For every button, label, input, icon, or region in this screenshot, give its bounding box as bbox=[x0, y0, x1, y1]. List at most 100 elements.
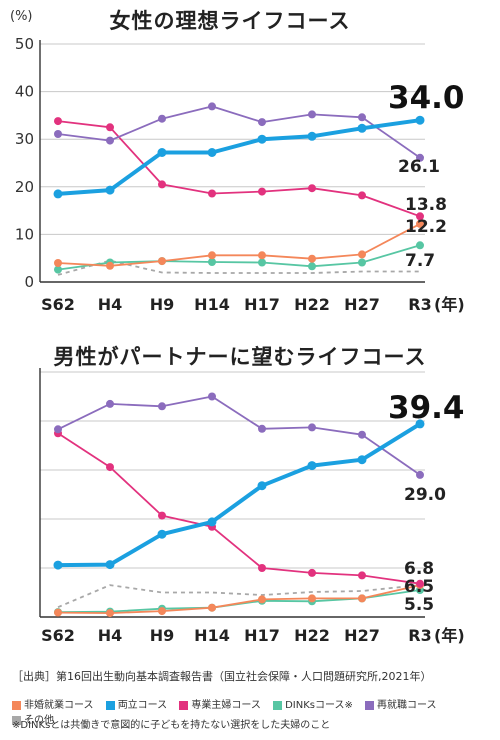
legend-item-ryoritsu: 両立コース bbox=[105, 696, 168, 711]
x-tick-label: H27 bbox=[344, 295, 380, 314]
data-point-saishushoku bbox=[416, 470, 424, 479]
legend-label: 専業主婦コース bbox=[191, 700, 261, 711]
data-point-saishushoku bbox=[54, 130, 62, 138]
data-point-saishushoku bbox=[358, 430, 366, 439]
data-point-ryoritsu bbox=[157, 148, 167, 157]
end-value-label: 29.0 bbox=[404, 485, 446, 505]
series-line-saishushoku bbox=[57, 395, 421, 476]
legend-item-sengyo: 専業主婦コース bbox=[179, 696, 261, 711]
data-point-sengyo bbox=[358, 191, 366, 200]
data-point-sengyo bbox=[416, 212, 424, 221]
data-point-hikon bbox=[358, 250, 366, 259]
x-tick-label: R3 bbox=[408, 295, 431, 314]
data-point-sengyo bbox=[258, 187, 266, 196]
data-point-ryoritsu bbox=[53, 560, 63, 570]
series-line-hikon bbox=[57, 584, 421, 614]
series-line-sengyo bbox=[57, 120, 421, 218]
y-tick-label: 40 bbox=[15, 83, 34, 101]
data-point-ryoritsu bbox=[257, 134, 267, 144]
data-point-saishushoku bbox=[54, 425, 62, 434]
legend-label: 非婚就業コース bbox=[24, 700, 94, 711]
data-point-hikon bbox=[416, 219, 424, 228]
data-point-hikon bbox=[208, 251, 216, 260]
data-point-sengyo bbox=[358, 571, 366, 580]
male-expectation-chart: 男性がパートナーに望むライフコース S62 H4 H9 H14 H17 H22 H27 R3 (年… bbox=[39, 345, 465, 645]
legend-item-sonota: その他 bbox=[12, 711, 54, 726]
series-line-dinks bbox=[57, 244, 421, 271]
data-point-hikon bbox=[106, 261, 114, 270]
data-point-dinks bbox=[308, 262, 316, 271]
data-point-ryoritsu bbox=[53, 189, 63, 199]
data-point-dinks bbox=[358, 258, 366, 267]
legend-swatch bbox=[179, 700, 189, 710]
chart-title: 男性がパートナーに望むライフコース bbox=[54, 345, 427, 369]
data-point-hikon bbox=[258, 251, 266, 260]
data-point-ryoritsu bbox=[307, 131, 317, 141]
end-value-label: 6.8 bbox=[404, 559, 434, 579]
series-line-sengyo bbox=[57, 432, 421, 585]
chart-title: 女性の理想ライフコース bbox=[110, 9, 351, 33]
legend: 非婚就業コース 両立コース 専業主婦コース DINKsコース※ 再就職コース そ… bbox=[12, 696, 492, 726]
data-point-saishushoku bbox=[308, 423, 316, 432]
data-point-saishushoku bbox=[158, 402, 166, 411]
data-point-hikon bbox=[158, 257, 166, 266]
x-tick-label: H14 bbox=[194, 295, 230, 314]
data-point-saishushoku bbox=[358, 113, 366, 122]
y-tick-label: 20 bbox=[15, 178, 34, 196]
data-point-saishushoku bbox=[258, 118, 266, 127]
data-point-saishushoku bbox=[416, 153, 424, 162]
line-charts: 女性の理想ライフコース (%) 0 10 20 30 40 50 S62 H4 H9 H14 H17 H2… bbox=[10, 9, 465, 645]
data-point-sengyo bbox=[106, 123, 114, 132]
series-line-ryoritsu bbox=[57, 422, 422, 568]
data-point-ryoritsu bbox=[105, 560, 115, 570]
data-point-sengyo bbox=[258, 564, 266, 572]
data-point-hikon bbox=[308, 254, 316, 263]
highlight-value: 39.4 bbox=[388, 390, 465, 426]
data-point-hikon bbox=[158, 607, 166, 616]
legend-label: 再就職コース bbox=[377, 700, 437, 711]
end-value-label: 12.2 bbox=[405, 217, 447, 237]
data-point-hikon bbox=[54, 259, 62, 267]
x-tick-label: H17 bbox=[244, 626, 280, 645]
data-point-ryoritsu bbox=[105, 185, 115, 195]
data-point-ryoritsu bbox=[357, 123, 367, 133]
data-point-saishushoku bbox=[106, 399, 114, 408]
x-tick-label: H9 bbox=[150, 626, 175, 645]
data-point-ryoritsu bbox=[415, 419, 425, 429]
data-point-sengyo bbox=[208, 189, 216, 198]
data-point-sengyo bbox=[308, 568, 316, 577]
legend-swatch bbox=[365, 700, 375, 710]
end-value-label: 7.7 bbox=[405, 251, 435, 271]
data-point-saishushoku bbox=[106, 136, 114, 145]
y-tick-label: 30 bbox=[15, 130, 34, 148]
data-point-saishushoku bbox=[208, 392, 216, 401]
x-tick-label: H4 bbox=[98, 626, 123, 645]
x-tick-label: H22 bbox=[294, 626, 330, 645]
x-tick-label: S62 bbox=[41, 626, 75, 645]
data-point-saishushoku bbox=[158, 114, 166, 123]
legend-label: DINKsコース※ bbox=[285, 700, 353, 711]
data-point-hikon bbox=[308, 594, 316, 603]
x-unit-label: (年) bbox=[434, 295, 465, 314]
female-ideal-chart: 女性の理想ライフコース (%) 0 10 20 30 40 50 S62 H4 H9 H14 H17 H2… bbox=[10, 9, 465, 314]
x-tick-label: H22 bbox=[294, 295, 330, 314]
legend-label: その他 bbox=[24, 715, 54, 726]
x-tick-label: H9 bbox=[150, 295, 175, 314]
data-point-ryoritsu bbox=[415, 115, 425, 125]
data-point-sengyo bbox=[158, 180, 166, 189]
data-point-hikon bbox=[358, 594, 366, 603]
highlight-value: 34.0 bbox=[388, 80, 465, 116]
legend-label: 両立コース bbox=[117, 700, 168, 711]
y-tick-label: 0 bbox=[24, 273, 34, 291]
x-tick-label: H17 bbox=[244, 295, 280, 314]
x-tick-label: R3 bbox=[408, 626, 431, 645]
series-line-saishushoku bbox=[57, 105, 421, 159]
legend-swatch bbox=[273, 700, 283, 710]
data-point-sengyo bbox=[308, 184, 316, 193]
end-value-label: 6.5 bbox=[404, 577, 434, 597]
y-tick-label: 50 bbox=[15, 35, 34, 53]
end-value-label: 13.8 bbox=[405, 195, 447, 215]
x-tick-label: H27 bbox=[344, 626, 380, 645]
source-citation: ［出典］第16回出生動向基本調査報告書（国立社会保障・人口問題研究所,2021年… bbox=[12, 670, 432, 683]
